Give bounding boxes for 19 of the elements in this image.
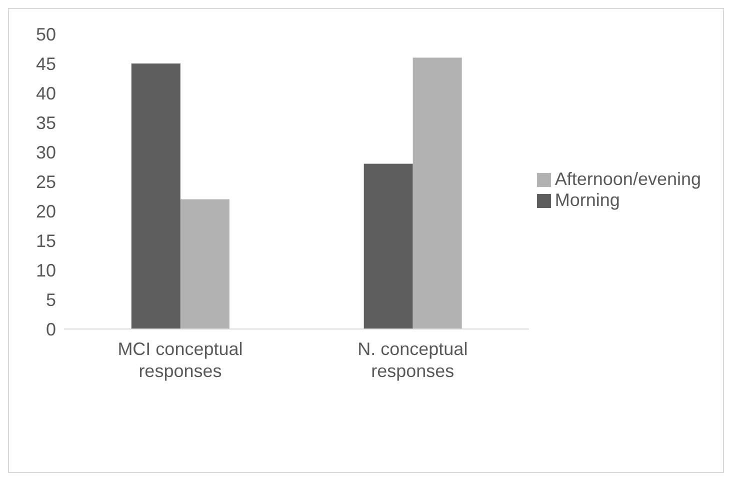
- y-tick-label: 50: [36, 24, 56, 44]
- bar: [364, 164, 413, 329]
- bar: [412, 58, 462, 329]
- y-tick-label: 40: [36, 83, 56, 104]
- y-tick-label: 45: [36, 54, 56, 74]
- y-tick-label: 0: [46, 319, 56, 340]
- y-tick-label: 25: [36, 172, 56, 192]
- legend-label: Morning: [554, 190, 620, 210]
- x-tick-label: N. conceptual responses: [358, 339, 468, 381]
- x-tick-label: MCI conceptual responses: [118, 339, 243, 381]
- y-tick-label: 5: [46, 290, 56, 310]
- bar: [180, 199, 230, 329]
- y-tick-label: 10: [36, 260, 56, 280]
- bar: [131, 64, 180, 329]
- y-tick-label: 35: [36, 112, 56, 133]
- y-tick-label: 30: [36, 142, 56, 162]
- y-tick-label: 20: [36, 201, 56, 222]
- legend-label: Afternoon/evening: [554, 169, 701, 189]
- y-tick-label: 15: [36, 230, 56, 251]
